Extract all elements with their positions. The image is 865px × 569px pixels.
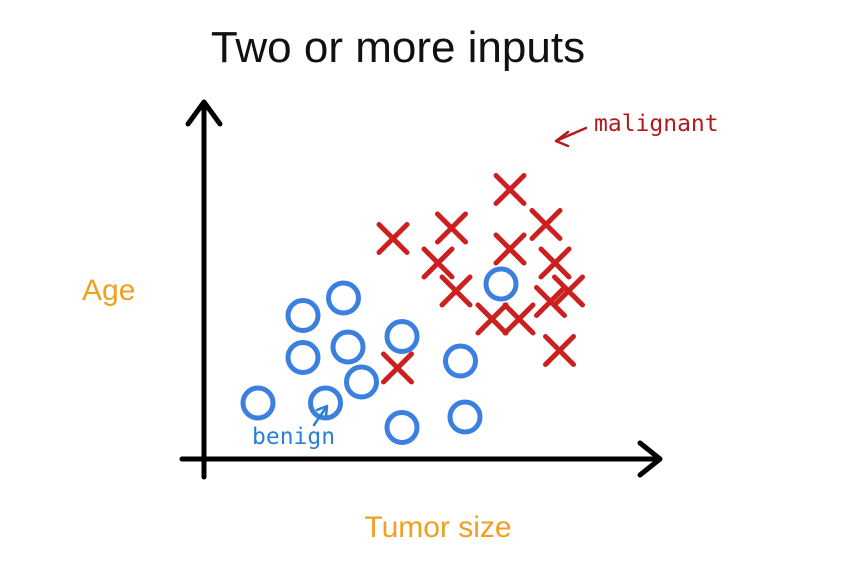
chart-title: Two or more inputs — [211, 23, 585, 72]
benign-point — [344, 364, 379, 400]
data-marks — [240, 173, 585, 445]
benign-point — [447, 399, 483, 435]
malignant-point — [543, 334, 576, 367]
malignant-point — [376, 222, 410, 255]
benign-point — [285, 340, 321, 375]
benign-point — [443, 343, 478, 379]
benign-point — [326, 280, 361, 316]
benign-point — [240, 385, 276, 421]
benign-label: benign — [252, 424, 335, 450]
benign-point — [285, 298, 321, 333]
malignant-point — [439, 274, 473, 308]
malignant-point — [493, 173, 527, 206]
malignant-point — [475, 302, 509, 336]
x-axis-arrowhead — [637, 440, 663, 478]
malignant-point — [529, 208, 563, 241]
malignant-arrow — [554, 126, 588, 148]
x-axis-label: Tumor size — [364, 511, 511, 544]
malignant-point — [493, 232, 527, 266]
malignant-label: malignant — [594, 111, 719, 137]
malignant-annotation: malignant — [554, 111, 719, 148]
malignant-point — [435, 211, 468, 245]
malignant-point — [502, 302, 536, 336]
y-axis-label: Age — [82, 274, 135, 307]
malignant-point — [421, 246, 455, 280]
axes — [179, 99, 663, 480]
malignant-point — [534, 285, 567, 318]
malignant-point — [381, 351, 414, 385]
benign-point — [308, 385, 343, 421]
malignant-point — [538, 246, 572, 280]
benign-point — [384, 410, 420, 445]
benign-arrow — [312, 404, 329, 427]
malignant-point — [552, 274, 585, 308]
y-axis-arrowhead — [185, 99, 223, 127]
benign-annotation: benign — [252, 404, 335, 450]
benign-point — [384, 319, 420, 354]
benign-point — [483, 266, 519, 302]
benign-point — [330, 329, 366, 365]
